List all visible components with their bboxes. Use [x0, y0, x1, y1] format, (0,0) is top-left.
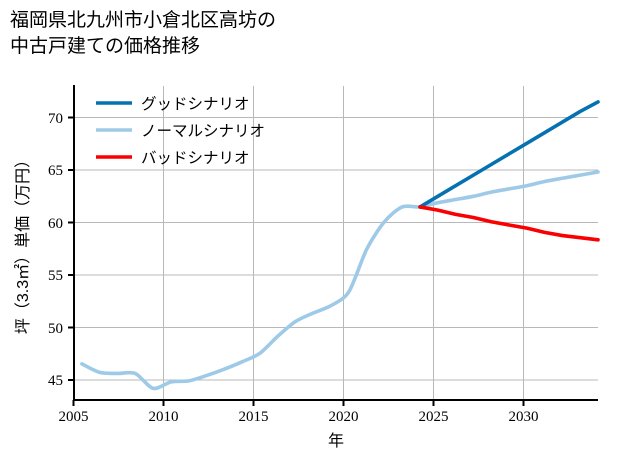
- chart-title-text: 福岡県北九州市小倉北区高坊の 中古戸建ての価格推移: [10, 10, 277, 58]
- xtick-label-2015: 2015: [239, 409, 269, 425]
- series-line-good: [418, 100, 600, 209]
- y-tick-marks: [68, 116, 74, 381]
- x-tick-marks: [72, 400, 525, 406]
- legend-label-bad: バッドシナリオ: [141, 150, 250, 167]
- legend-item-bad[interactable]: バッドシナリオ: [96, 150, 250, 167]
- xtick-label-2025: 2025: [419, 409, 449, 425]
- ytick-label-65: 65: [48, 163, 63, 179]
- ytick-label-70: 70: [48, 111, 63, 127]
- legend-item-normal[interactable]: ノーマルシナリオ: [96, 123, 265, 140]
- plot-background: [73, 86, 598, 400]
- legend-item-good[interactable]: グッドシナリオ: [96, 95, 250, 113]
- xtick-label-2020: 2020: [329, 409, 359, 425]
- ytick-label-60: 60: [48, 216, 63, 232]
- series-line-bad: [418, 205, 600, 242]
- legend-label-normal: ノーマルシナリオ: [141, 123, 265, 140]
- chart-title: 福岡県北九州市小倉北区高坊の 中古戸建ての価格推移: [10, 8, 610, 60]
- data-series-group: [80, 100, 600, 391]
- ytick-label-45: 45: [48, 373, 63, 389]
- x-axis-title: 年: [328, 432, 344, 450]
- xtick-label-2030: 2030: [509, 409, 539, 425]
- x-tick-labels: 2005 2010 2015 2020 2025 2030: [59, 409, 539, 425]
- xtick-label-2005: 2005: [59, 409, 89, 425]
- y-axis-title: 坪（3.3㎡）単価（万円）: [14, 152, 32, 334]
- chart-legend: グッドシナリオ ノーマルシナリオ バッドシナリオ: [96, 95, 265, 167]
- series-line-normal: [80, 170, 600, 391]
- ytick-label-55: 55: [48, 268, 63, 284]
- y-gridlines: [73, 117, 598, 381]
- ytick-label-50: 50: [48, 321, 63, 337]
- legend-label-good: グッドシナリオ: [141, 95, 250, 113]
- xtick-label-2010: 2010: [149, 409, 179, 425]
- y-tick-labels: 70 65 60 55 50 45: [48, 111, 63, 389]
